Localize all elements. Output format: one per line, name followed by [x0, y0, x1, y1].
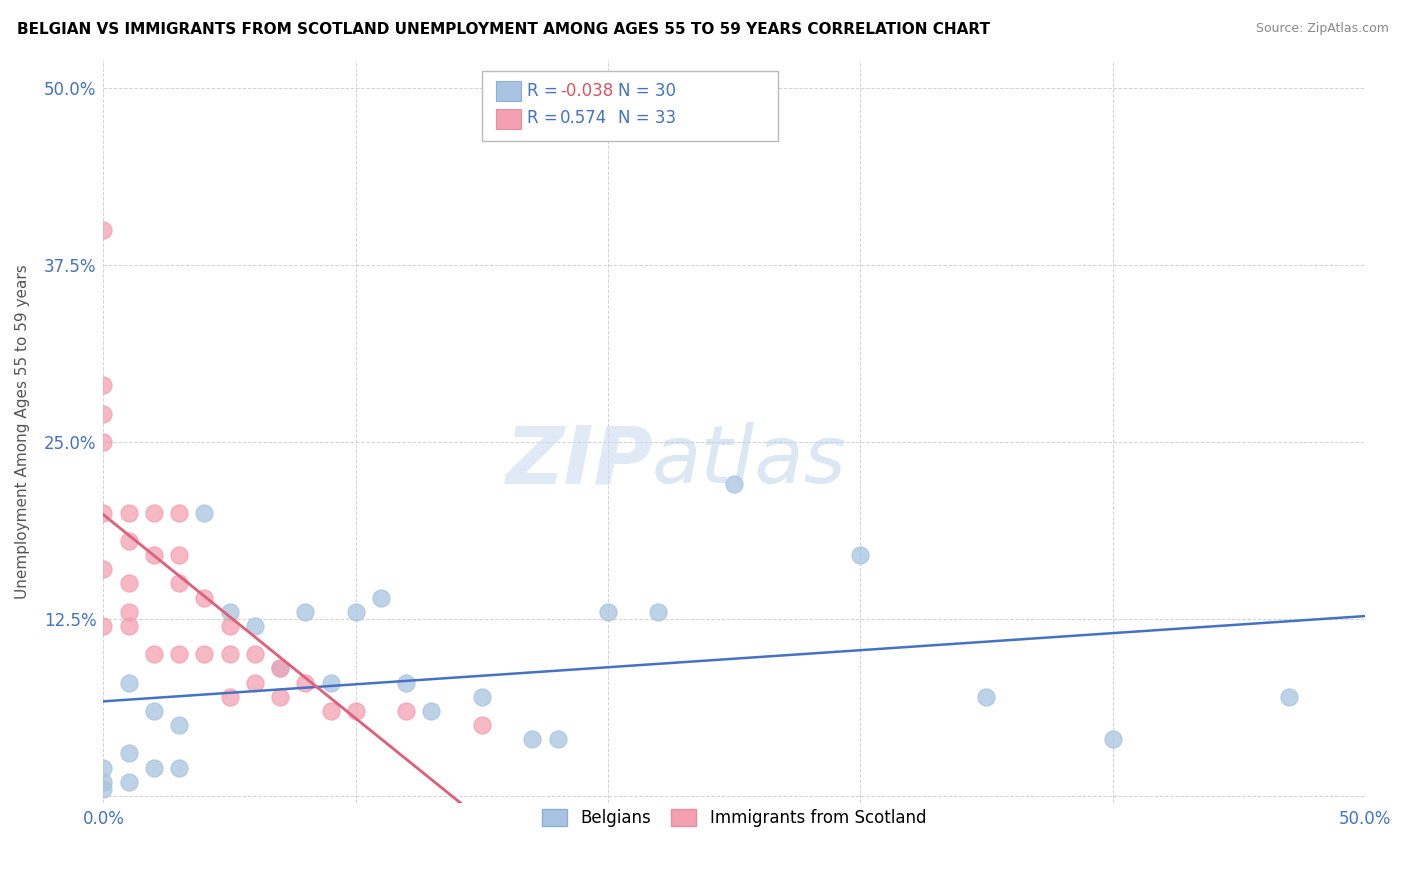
- Point: [243, 619, 266, 633]
- FancyBboxPatch shape: [496, 81, 522, 101]
- Point: [395, 704, 418, 718]
- Legend: Belgians, Immigrants from Scotland: Belgians, Immigrants from Scotland: [534, 801, 935, 836]
- Point: [344, 605, 367, 619]
- Point: [269, 661, 291, 675]
- Point: [93, 760, 115, 774]
- Point: [319, 675, 342, 690]
- Point: [142, 760, 165, 774]
- Point: [294, 675, 316, 690]
- Point: [142, 704, 165, 718]
- Point: [723, 477, 745, 491]
- Point: [142, 548, 165, 562]
- Point: [395, 675, 418, 690]
- Point: [93, 222, 115, 236]
- Point: [93, 562, 115, 576]
- Y-axis label: Unemployment Among Ages 55 to 59 years: Unemployment Among Ages 55 to 59 years: [15, 264, 30, 599]
- Point: [849, 548, 872, 562]
- Point: [118, 747, 141, 761]
- Point: [243, 675, 266, 690]
- FancyBboxPatch shape: [496, 109, 522, 128]
- Text: R =: R =: [527, 82, 564, 100]
- Point: [167, 648, 190, 662]
- Point: [118, 605, 141, 619]
- Point: [1278, 690, 1301, 704]
- Point: [370, 591, 392, 605]
- Point: [596, 605, 619, 619]
- Point: [167, 506, 190, 520]
- Point: [218, 605, 240, 619]
- Point: [647, 605, 669, 619]
- Point: [193, 506, 215, 520]
- Point: [218, 690, 240, 704]
- Point: [118, 675, 141, 690]
- Point: [193, 648, 215, 662]
- Text: Source: ZipAtlas.com: Source: ZipAtlas.com: [1256, 22, 1389, 36]
- Text: -0.038: -0.038: [560, 82, 613, 100]
- Point: [471, 690, 494, 704]
- Point: [93, 774, 115, 789]
- Text: BELGIAN VS IMMIGRANTS FROM SCOTLAND UNEMPLOYMENT AMONG AGES 55 TO 59 YEARS CORRE: BELGIAN VS IMMIGRANTS FROM SCOTLAND UNEM…: [17, 22, 990, 37]
- Point: [269, 690, 291, 704]
- Point: [1101, 732, 1123, 747]
- Point: [118, 576, 141, 591]
- Point: [167, 576, 190, 591]
- Point: [142, 506, 165, 520]
- Point: [167, 718, 190, 732]
- Text: N = 33: N = 33: [619, 110, 676, 128]
- Point: [93, 619, 115, 633]
- Point: [547, 732, 569, 747]
- Text: R =: R =: [527, 110, 568, 128]
- Point: [420, 704, 443, 718]
- Point: [93, 781, 115, 796]
- Text: 0.574: 0.574: [560, 110, 607, 128]
- Point: [218, 619, 240, 633]
- Point: [93, 407, 115, 421]
- Point: [118, 534, 141, 549]
- Point: [269, 661, 291, 675]
- Text: atlas: atlas: [652, 422, 846, 500]
- Point: [93, 378, 115, 392]
- Point: [193, 591, 215, 605]
- Point: [294, 605, 316, 619]
- Text: N = 30: N = 30: [619, 82, 676, 100]
- Point: [344, 704, 367, 718]
- Point: [471, 718, 494, 732]
- Point: [243, 648, 266, 662]
- Point: [118, 619, 141, 633]
- Point: [142, 648, 165, 662]
- FancyBboxPatch shape: [482, 70, 779, 141]
- Point: [319, 704, 342, 718]
- Point: [218, 648, 240, 662]
- Point: [118, 506, 141, 520]
- Point: [93, 506, 115, 520]
- Point: [118, 774, 141, 789]
- Point: [167, 548, 190, 562]
- Point: [167, 760, 190, 774]
- Text: ZIP: ZIP: [505, 422, 652, 500]
- Point: [93, 434, 115, 449]
- Point: [976, 690, 998, 704]
- Point: [522, 732, 544, 747]
